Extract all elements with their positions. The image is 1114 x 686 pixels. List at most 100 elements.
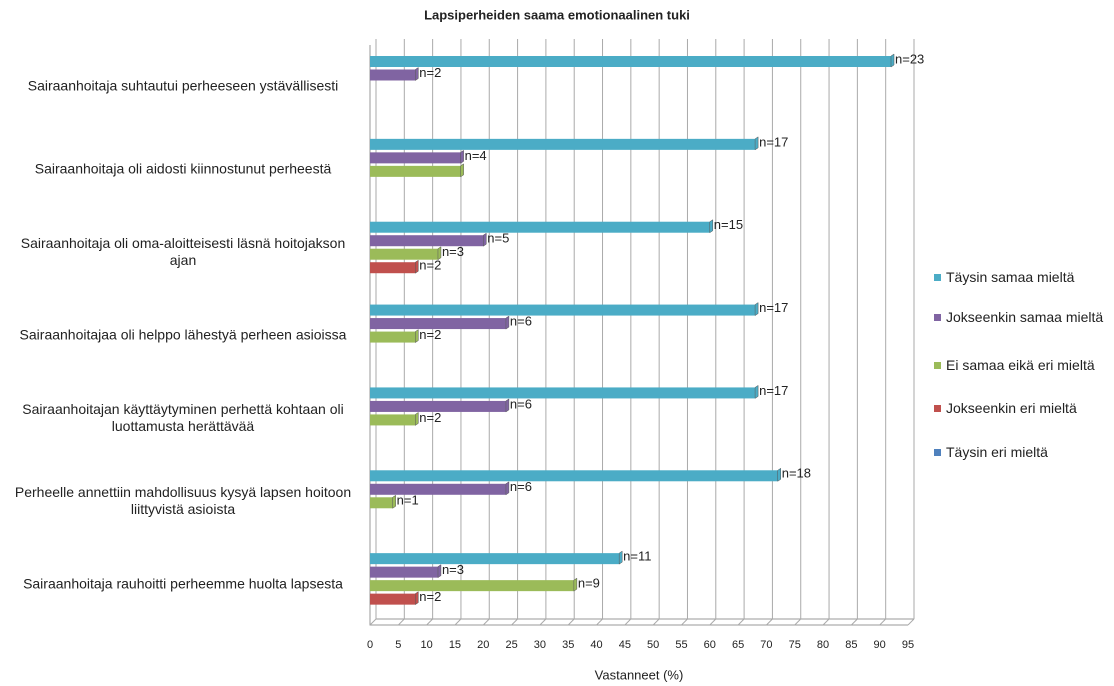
legend-swatch	[934, 314, 941, 321]
bar	[370, 304, 756, 316]
data-label: n=2	[419, 65, 441, 80]
bar	[370, 248, 438, 260]
tick-mark	[454, 618, 462, 626]
bar-cap	[777, 467, 781, 482]
category-label: Sairaanhoitaja suhtautui perheeseen ystä…	[27, 77, 339, 94]
data-label: n=6	[510, 314, 532, 329]
bar-cap	[460, 163, 464, 178]
bar	[370, 580, 574, 592]
data-label: n=6	[510, 396, 532, 411]
tick-mark	[822, 618, 830, 626]
category-label: Sairaanhoitaja rauhoitti perheemme huolt…	[23, 575, 343, 592]
data-label: n=11	[623, 549, 651, 564]
x-tick-label: 35	[562, 639, 574, 651]
data-label: n=2	[419, 589, 441, 604]
category-label: Sairaanhoitaja oli aidosti kiinnostunut …	[34, 160, 332, 177]
bar	[370, 593, 416, 605]
bar	[370, 152, 461, 164]
x-tick-label: 65	[732, 639, 744, 651]
bar	[370, 387, 756, 399]
x-tick-label: 45	[619, 639, 631, 651]
tick-mark	[879, 618, 887, 626]
data-label: n=1	[397, 493, 419, 508]
legend-swatch	[934, 449, 941, 456]
axis-line	[369, 45, 908, 626]
data-label: n=18	[782, 466, 811, 481]
x-tick-label: 95	[902, 639, 914, 651]
bar	[370, 235, 484, 247]
tick-mark	[709, 618, 717, 626]
tick-mark	[567, 618, 575, 626]
bar	[370, 262, 416, 274]
x-tick-label: 75	[789, 639, 801, 651]
bar-cap	[483, 232, 487, 247]
legend-label: Jokseenkin samaa mieltä	[946, 309, 1104, 325]
data-label: n=5	[487, 231, 509, 246]
data-label: n=3	[442, 562, 464, 577]
bar	[370, 221, 710, 233]
bar	[370, 318, 506, 330]
bar-cap	[415, 67, 419, 81]
data-label: n=3	[442, 244, 464, 259]
bar-cap	[437, 564, 442, 579]
bar	[370, 138, 756, 150]
data-label: n=2	[419, 410, 441, 425]
bar	[370, 470, 778, 482]
data-label: n=17	[759, 134, 788, 149]
x-tick-label: 80	[817, 639, 829, 651]
x-tick-label: 5	[395, 639, 401, 651]
tick-mark	[851, 618, 858, 626]
tick-mark	[737, 618, 745, 626]
bar	[370, 400, 506, 412]
chart-title: Lapsiperheiden saama emotionaalinen tuki	[424, 7, 690, 22]
bar-cap	[415, 259, 419, 274]
x-tick-label: 20	[477, 639, 489, 651]
bar-cap	[437, 246, 442, 261]
bar	[370, 553, 620, 565]
tick-mark	[511, 618, 518, 626]
legend-label: Ei samaa eikä eri mieltä	[946, 357, 1095, 373]
bar	[370, 414, 416, 426]
legend-swatch	[934, 362, 941, 369]
bar	[370, 483, 506, 495]
bar	[370, 331, 416, 343]
data-label: n=6	[510, 479, 532, 494]
legend-swatch	[934, 405, 941, 412]
bar	[370, 566, 438, 578]
data-label: n=2	[419, 327, 441, 342]
bar-cap	[392, 494, 396, 509]
tick-mark	[652, 618, 660, 626]
data-label: n=15	[714, 217, 743, 232]
x-tick-label: 55	[675, 639, 687, 651]
bar-cap	[709, 219, 714, 234]
category-label: Sairaanhoitajan käyttäytyminen perhettä …	[22, 400, 344, 434]
bar	[370, 69, 416, 81]
bar-cap	[505, 481, 510, 496]
bar-cap	[573, 577, 578, 592]
bar-cap	[505, 398, 510, 413]
tick-mark	[596, 618, 603, 626]
tick-mark	[624, 618, 632, 626]
data-label: n=23	[895, 51, 924, 66]
tick-mark	[397, 618, 405, 626]
x-tick-label: 60	[704, 639, 716, 651]
bar-cap	[415, 411, 419, 426]
bar	[370, 497, 393, 509]
x-tick-label: 85	[845, 639, 857, 651]
bar-cap	[460, 149, 464, 164]
x-axis-label: Vastanneet (%)	[595, 667, 684, 682]
x-tick-label: 30	[534, 639, 546, 651]
data-label: n=17	[759, 300, 788, 315]
legend-label: Täysin eri mieltä	[946, 444, 1048, 460]
bar-cap	[754, 302, 759, 317]
bar-cap	[754, 384, 759, 399]
x-tick-label: 90	[874, 639, 886, 651]
tick-mark	[794, 618, 802, 626]
bar-cap	[415, 329, 419, 344]
bar-cap	[890, 53, 895, 68]
bar-cap	[415, 591, 419, 606]
x-tick-label: 70	[760, 639, 772, 651]
tick-mark	[539, 618, 547, 626]
x-tick-label: 40	[590, 639, 602, 651]
